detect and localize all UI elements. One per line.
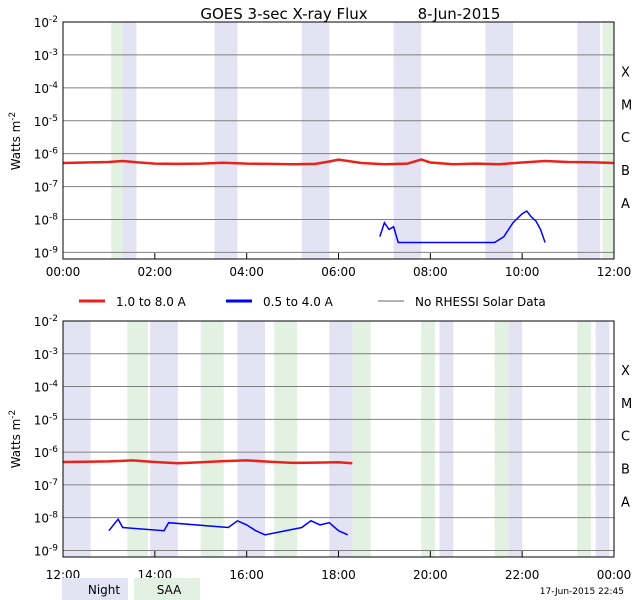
x-tick-label: 10:00 <box>505 265 540 279</box>
night-legend-label: Night <box>88 583 121 597</box>
x-tick-label: 04:00 <box>229 265 264 279</box>
legend-short-label: 0.5 to 4.0 A <box>263 295 334 309</box>
saa-band <box>352 321 371 557</box>
x-tick-label: 00:00 <box>597 568 632 582</box>
saa-band <box>577 321 592 557</box>
flare-class-label: A <box>621 495 630 510</box>
saa-legend-label: SAA <box>157 583 182 597</box>
flare-class-label: M <box>621 397 632 412</box>
night-band <box>485 22 513 259</box>
y-tick-label: 10-5 <box>34 412 58 427</box>
x-tick-label: 06:00 <box>321 265 356 279</box>
saa-band <box>494 321 509 557</box>
night-band <box>214 22 238 259</box>
legend-nodata-label: No RHESSI Solar Data <box>415 295 546 309</box>
flare-class-label: A <box>621 197 630 212</box>
flare-class-label: M <box>621 98 632 113</box>
night-legend-box <box>62 578 128 600</box>
top-panel: 10-9 10-8 10-7 10-6 10-5 10-4 10-3 10-2 A B C M X 00:… <box>34 15 632 279</box>
y-tick-label: 10-8 <box>34 511 59 526</box>
night-band <box>577 22 601 259</box>
bottom-panel: 10-910-810-710-610-510-410-310-2ABCMX12:… <box>34 314 632 582</box>
y-tick-label: 10-5 <box>34 114 58 129</box>
x-tick-label: 08:00 <box>413 265 448 279</box>
night-band <box>329 321 353 557</box>
saa-legend-box <box>134 578 200 600</box>
plot-frame <box>62 21 615 260</box>
legend-long-label: 1.0 to 8.0 A <box>116 295 187 309</box>
saa-band <box>111 22 123 259</box>
flare-class-label: B <box>621 164 630 179</box>
night-band <box>595 321 610 557</box>
shading-legend: Night SAA <box>62 578 200 600</box>
night-band <box>508 321 523 557</box>
saa-band <box>127 321 148 557</box>
night-band <box>150 321 178 557</box>
y-tick-label: 10-4 <box>34 380 59 395</box>
x-tick-label: 16:00 <box>229 568 264 582</box>
x-tick-label: 00:00 <box>46 265 81 279</box>
night-band <box>63 321 91 557</box>
flare-class-label: X <box>621 65 630 80</box>
flare-class-label: X <box>621 364 630 379</box>
y-tick-label: 10-2 <box>34 314 58 329</box>
y-tick-label: 10-6 <box>34 445 59 460</box>
series-legend: 1.0 to 8.0 A 0.5 to 4.0 A No RHESSI Sola… <box>79 295 546 309</box>
series-long-line <box>62 459 353 465</box>
y-tick-label: 10-9 <box>34 245 59 260</box>
y-tick-label: 10-4 <box>34 81 59 96</box>
y-tick-label: 10-6 <box>34 147 59 162</box>
chart-date: 8-Jun-2015 <box>418 5 501 23</box>
series-long-line <box>62 158 615 166</box>
flare-class-label: B <box>621 463 630 478</box>
night-band <box>237 321 266 557</box>
x-tick-label: 22:00 <box>505 568 540 582</box>
night-band <box>393 22 422 259</box>
series-short-line <box>379 210 546 244</box>
y-tick-label: 10-3 <box>34 48 58 63</box>
y-tick-label: 10-8 <box>34 213 59 228</box>
x-tick-label: 18:00 <box>321 568 356 582</box>
saa-band <box>421 321 435 557</box>
y-tick-label: 10-3 <box>34 347 58 362</box>
y-tick-label: 10-9 <box>34 543 59 558</box>
chart-title: GOES 3-sec X-ray Flux <box>200 5 367 23</box>
x-tick-label: 20:00 <box>413 568 448 582</box>
y-tick-label: 10-2 <box>34 15 58 30</box>
night-band <box>439 321 454 557</box>
series-short-line <box>108 517 349 536</box>
x-tick-label: 02:00 <box>138 265 173 279</box>
y-tick-label: 10-7 <box>34 478 58 493</box>
generation-timestamp: 17-Jun-2015 22:45 <box>540 587 624 597</box>
top-panel-ylabel: Watts m-2 <box>8 112 23 171</box>
saa-band <box>200 321 224 557</box>
y-tick-label: 10-7 <box>34 180 58 195</box>
x-tick-label: 12:00 <box>597 265 632 279</box>
bottom-panel-ylabel: Watts m-2 <box>8 410 23 469</box>
night-band <box>122 22 137 259</box>
saa-band <box>602 22 614 259</box>
flare-class-label: C <box>621 131 630 146</box>
night-band <box>301 22 330 259</box>
flare-class-label: C <box>621 430 630 445</box>
saa-band <box>274 321 298 557</box>
